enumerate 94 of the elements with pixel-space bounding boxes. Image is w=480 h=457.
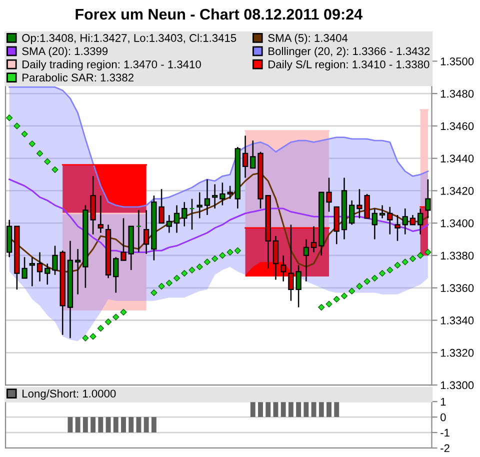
candlestick	[136, 210, 142, 253]
point	[333, 296, 340, 302]
point	[386, 266, 394, 274]
y-tick-label: 1.3460	[440, 122, 474, 130]
point	[82, 334, 89, 342]
point	[348, 288, 356, 294]
point	[424, 248, 432, 256]
legend-label: Bollinger (20, 2): 1.3366 - 1.3432	[268, 46, 430, 58]
point	[44, 158, 51, 165]
point	[14, 122, 20, 130]
y-tick-label: -2	[440, 444, 450, 452]
candlestick	[29, 256, 35, 287]
candlestick	[143, 210, 150, 254]
point	[120, 308, 127, 316]
y-tick-label: 1	[440, 398, 446, 406]
point	[196, 264, 203, 270]
line-series	[8, 86, 429, 208]
point	[158, 282, 165, 290]
candlestick	[326, 177, 332, 212]
legend-label: SMA (20): 1.3399	[22, 46, 108, 58]
point	[166, 280, 172, 286]
legend-label: Daily trading region: 1.3470 - 1.3410	[22, 60, 201, 71]
candlestick	[379, 204, 386, 219]
point	[318, 304, 325, 311]
y-tick-label: 1.3300	[440, 381, 474, 390]
y-tick-label: 1.3500	[440, 57, 474, 66]
y-tick-label: 1.3480	[440, 90, 474, 98]
y-tick-label: 1.3440	[440, 154, 474, 162]
candlestick	[174, 204, 180, 234]
candlestick	[402, 208, 408, 236]
candlestick	[394, 214, 400, 242]
candlestick	[250, 140, 256, 169]
point	[212, 255, 218, 262]
candlestick	[349, 200, 355, 226]
legend-label: Parabolic SAR: 1.3382	[22, 73, 134, 82]
point	[402, 258, 408, 266]
candlestick	[242, 135, 248, 178]
candlestick	[52, 245, 58, 276]
candlestick	[387, 206, 393, 236]
candlestick	[189, 198, 195, 230]
candlestick	[98, 194, 104, 234]
point	[52, 166, 58, 173]
candlestick	[182, 201, 188, 227]
y-tick-label: -1	[440, 428, 450, 437]
candlestick	[372, 208, 378, 240]
legend-label: Long/Short: 1.0000	[22, 389, 116, 400]
candlestick	[120, 218, 126, 261]
candlestick	[425, 178, 431, 219]
y-tick-label: 1.3380	[440, 252, 474, 260]
point	[394, 262, 401, 268]
y-tick-label: 1.3400	[440, 219, 474, 228]
y-tick-label: 0	[440, 413, 446, 422]
candlestick	[196, 192, 202, 219]
y-tick-label: 1.3340	[440, 316, 474, 324]
candlestick	[36, 252, 43, 282]
candlestick	[44, 262, 50, 286]
legend-label: Op:1.3408, Hi:1.3427, Lo:1.3403, Cl:1.3415	[22, 34, 236, 44]
point	[364, 278, 370, 285]
point	[409, 255, 416, 262]
point	[104, 318, 112, 326]
point	[226, 248, 234, 256]
candlestick	[166, 214, 172, 234]
point	[28, 140, 36, 148]
point	[188, 266, 196, 274]
point	[417, 252, 424, 259]
candlestick	[418, 208, 424, 236]
point	[181, 270, 188, 277]
chart-title: Forex um Neun - Chart 08.12.2011 09:24	[76, 8, 362, 20]
point	[371, 274, 378, 282]
candlestick	[74, 248, 81, 295]
point	[173, 274, 180, 282]
point	[36, 150, 44, 157]
point	[219, 252, 226, 259]
legend-label: SMA (5): 1.3404	[268, 34, 348, 44]
y-tick-label: 1.3320	[440, 348, 474, 357]
candlestick	[410, 214, 416, 226]
point	[97, 325, 104, 332]
point	[204, 258, 211, 266]
point	[6, 114, 13, 122]
point	[21, 130, 28, 138]
candlestick	[212, 184, 218, 210]
y-tick-label: 1.3360	[440, 284, 474, 292]
y-tick-label: 1.3420	[440, 186, 474, 195]
point	[340, 292, 348, 300]
point	[356, 282, 363, 290]
point	[234, 247, 241, 254]
candlestick	[204, 178, 210, 216]
point	[112, 314, 120, 320]
point	[90, 333, 96, 340]
point	[378, 270, 386, 277]
candlestick	[113, 256, 119, 294]
point	[150, 289, 158, 296]
legend-label: Daily S/L region: 1.3410 - 1.3380	[268, 60, 430, 71]
point	[326, 300, 332, 308]
